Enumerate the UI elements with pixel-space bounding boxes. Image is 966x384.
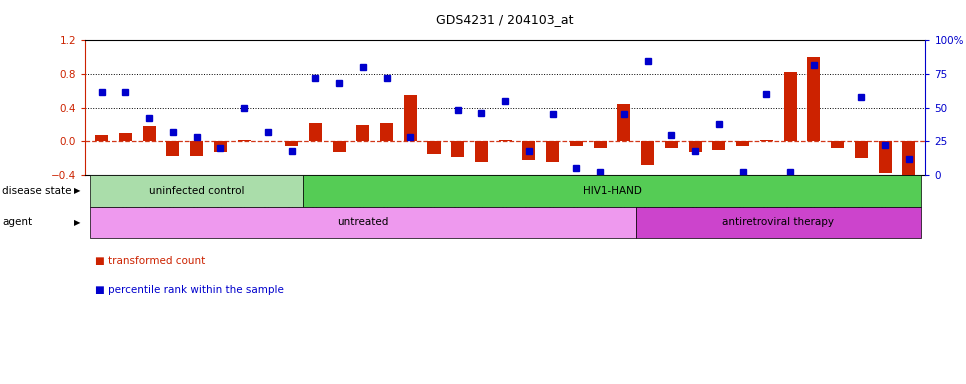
Bar [712, 141, 725, 150]
Bar [332, 141, 346, 152]
Text: ▶: ▶ [73, 218, 80, 227]
Bar [570, 141, 582, 146]
Text: untreated: untreated [337, 217, 388, 227]
Text: HIV1-HAND: HIV1-HAND [582, 186, 641, 196]
Bar [808, 57, 820, 141]
Bar [594, 141, 607, 148]
Bar [404, 95, 416, 141]
Text: ■ transformed count: ■ transformed count [95, 256, 205, 266]
Bar [356, 124, 369, 141]
Bar [303, 175, 921, 207]
Bar [736, 141, 750, 146]
Bar [309, 123, 322, 141]
Bar [238, 140, 250, 141]
Text: ■ percentile rank within the sample: ■ percentile rank within the sample [95, 285, 284, 295]
Text: GDS4231 / 204103_at: GDS4231 / 204103_at [437, 13, 574, 26]
Bar [665, 141, 678, 148]
Bar [523, 141, 535, 160]
Bar [689, 141, 701, 152]
Bar [143, 126, 156, 141]
Bar [451, 141, 465, 157]
Bar [617, 104, 631, 141]
Text: agent: agent [2, 217, 32, 227]
Bar [831, 141, 844, 148]
Bar [546, 141, 559, 162]
Bar [190, 141, 203, 156]
Bar [641, 141, 654, 165]
Bar [760, 140, 773, 141]
Bar [855, 141, 867, 158]
Text: disease state: disease state [2, 186, 71, 196]
Text: antiretroviral therapy: antiretroviral therapy [723, 217, 835, 227]
Text: ▶: ▶ [73, 186, 80, 195]
Bar [636, 207, 921, 238]
Bar [380, 123, 393, 141]
Bar [475, 141, 488, 162]
Bar [902, 141, 916, 175]
Bar [166, 141, 180, 156]
Bar [95, 135, 108, 141]
Bar [783, 72, 797, 141]
Bar [428, 141, 440, 154]
Bar [285, 141, 298, 146]
Bar [90, 175, 303, 207]
Bar [498, 140, 512, 141]
Bar [213, 141, 227, 152]
Bar [90, 207, 636, 238]
Bar [878, 141, 892, 174]
Text: uninfected control: uninfected control [149, 186, 244, 196]
Bar [119, 133, 132, 141]
